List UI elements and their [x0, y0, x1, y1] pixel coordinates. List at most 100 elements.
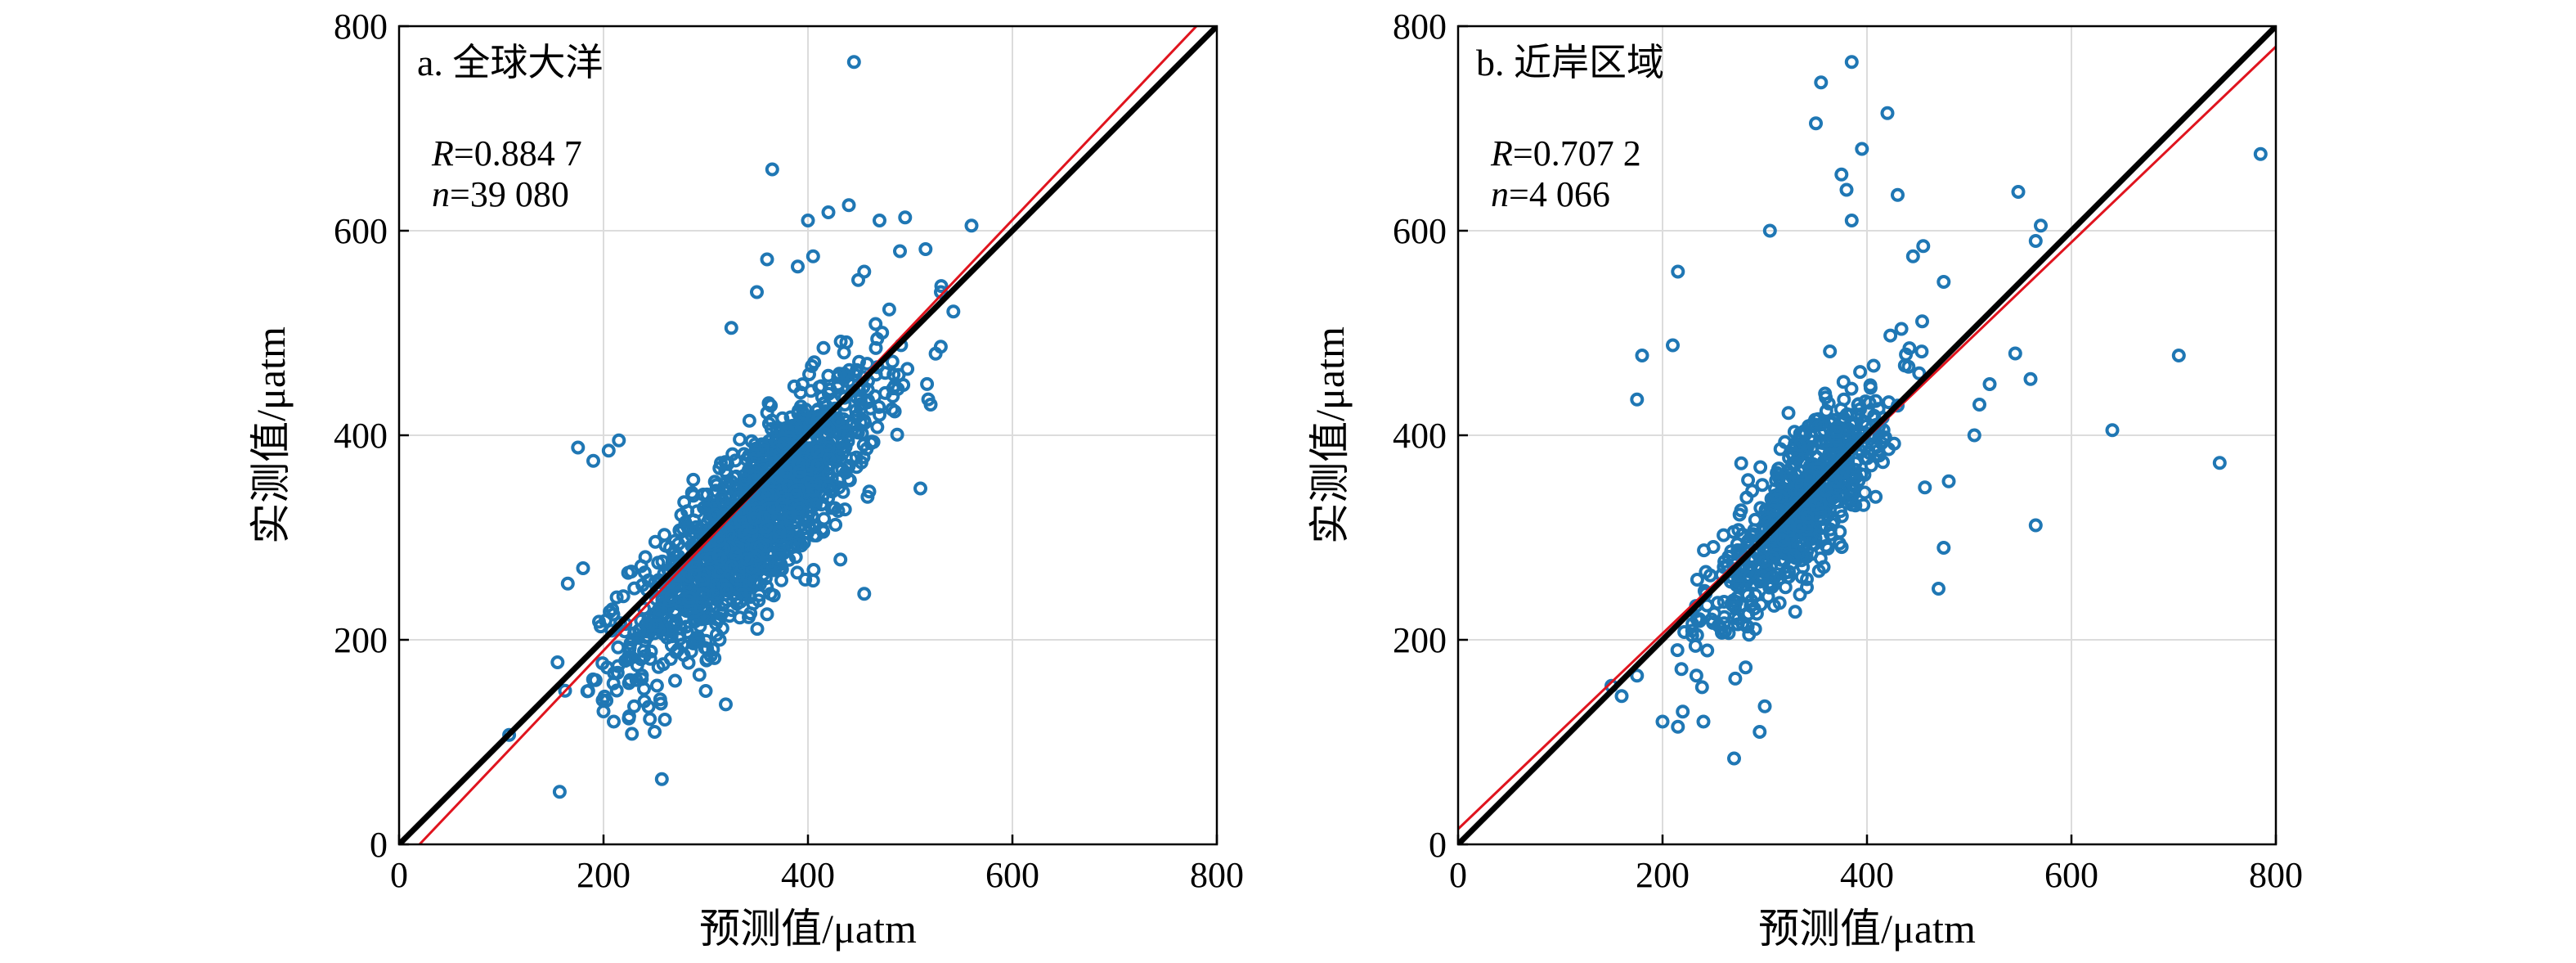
y-tick-label: 600 — [334, 211, 388, 251]
data-point — [648, 725, 662, 739]
data-point — [821, 205, 836, 219]
data-point — [887, 379, 902, 393]
data-point — [1800, 572, 1814, 587]
data-point — [729, 592, 743, 606]
data-point — [611, 640, 626, 655]
data-point — [918, 242, 933, 256]
data-point — [600, 660, 614, 675]
data-point — [601, 443, 616, 458]
data-point — [734, 515, 748, 529]
data-point — [686, 472, 701, 487]
data-point — [1819, 484, 1833, 498]
data-point — [668, 673, 682, 688]
data-point — [793, 399, 808, 414]
data-point — [700, 652, 715, 667]
data-point — [1869, 394, 1883, 408]
data-point — [2023, 371, 2038, 386]
data-point — [1614, 689, 1629, 704]
data-point — [732, 562, 746, 577]
data-point — [853, 392, 868, 407]
data-point — [1882, 395, 1896, 410]
data-point — [832, 367, 846, 381]
data-point — [738, 472, 752, 487]
data-point — [1844, 381, 1859, 396]
data-point — [772, 529, 787, 544]
data-point — [1819, 403, 1833, 418]
data-point — [1734, 503, 1748, 518]
data-point — [687, 568, 702, 583]
data-point — [934, 279, 949, 294]
data-point — [885, 354, 900, 369]
data-point — [1752, 725, 1767, 739]
data-point — [1822, 447, 1837, 461]
data-point — [1753, 501, 1768, 515]
data-point — [792, 470, 806, 484]
data-point — [558, 683, 572, 698]
data-point — [1630, 668, 1645, 683]
data-point — [841, 459, 856, 473]
data-point — [1734, 456, 1748, 470]
data-point — [663, 651, 678, 666]
data-point — [722, 609, 737, 623]
data-point — [1967, 428, 1981, 443]
data-point — [946, 304, 961, 319]
data-point — [627, 581, 642, 596]
data-point — [920, 376, 935, 391]
data-point — [760, 252, 774, 267]
data-point — [2034, 218, 2048, 233]
data-point — [613, 616, 627, 631]
data-point — [552, 785, 567, 799]
data-point — [828, 401, 842, 416]
data-point — [750, 622, 765, 637]
data-point — [748, 437, 762, 452]
y-tick-label: 800 — [334, 7, 388, 47]
data-point — [1787, 548, 1802, 563]
data-point — [1848, 498, 1863, 513]
data-point — [1932, 582, 1945, 596]
data-point — [721, 527, 736, 541]
data-point — [715, 621, 729, 636]
data-point — [610, 665, 625, 680]
data-point — [792, 457, 806, 471]
data-point — [662, 540, 677, 555]
data-point — [761, 487, 775, 502]
data-point — [2008, 346, 2022, 361]
data-point — [1836, 466, 1851, 480]
n-label: n — [1491, 174, 1509, 214]
data-point — [1834, 167, 1849, 182]
data-points — [1604, 55, 2268, 766]
data-point — [681, 521, 696, 536]
panel-title: b. 近岸区域 — [1476, 42, 1664, 83]
data-point — [700, 487, 715, 502]
data-point — [594, 619, 608, 634]
data-point — [707, 507, 722, 522]
data-point — [725, 559, 739, 574]
data-point — [692, 668, 707, 682]
data-point — [837, 502, 852, 517]
n-value: =4 066 — [1509, 174, 1610, 214]
r-value: =0.707 2 — [1513, 133, 1641, 173]
data-point — [1821, 396, 1836, 411]
data-point — [1891, 187, 1905, 202]
data-point — [868, 317, 883, 331]
one-to-one-line — [399, 26, 1217, 844]
data-point — [2028, 234, 2043, 248]
x-tick-label: 200 — [1636, 855, 1690, 895]
data-point — [1689, 668, 1703, 683]
data-point — [837, 367, 851, 381]
data-point — [684, 485, 699, 500]
data-point — [1872, 448, 1887, 463]
data-point — [1840, 407, 1855, 421]
data-point — [1690, 573, 1704, 587]
data-point — [1666, 338, 1680, 353]
data-point — [862, 484, 877, 499]
data-point — [629, 673, 644, 687]
data-point — [730, 540, 745, 555]
data-point — [1918, 480, 1932, 495]
data-point — [757, 557, 772, 572]
data-point — [1808, 417, 1823, 432]
data-point — [1847, 479, 1861, 493]
data-point — [1819, 538, 1833, 553]
data-point — [1823, 344, 1838, 358]
data-point — [637, 649, 652, 664]
